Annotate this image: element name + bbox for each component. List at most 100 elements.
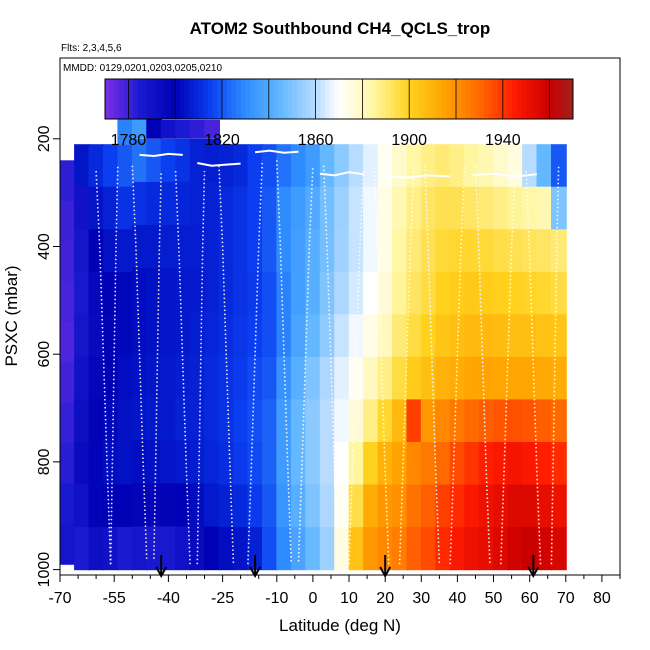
- colorbar-segment: [156, 79, 162, 119]
- heatmap-cell: [464, 314, 481, 358]
- heatmap-cell: [146, 483, 163, 528]
- heatmap-cell: [305, 399, 322, 443]
- heatmap-cell: [493, 144, 509, 188]
- heatmap-cell: [74, 399, 90, 443]
- colorbar-segment: [175, 79, 181, 119]
- heatmap-cell: [233, 314, 249, 358]
- colorbar-segment: [268, 79, 274, 119]
- heatmap-cell: [88, 229, 105, 273]
- heatmap-cell: [189, 224, 206, 269]
- colorbar-segment: [371, 79, 377, 119]
- heatmap-cell: [160, 354, 177, 398]
- heatmap-cell: [103, 144, 119, 188]
- flight-track: [174, 171, 191, 565]
- heatmap-cell: [262, 314, 278, 358]
- heatmap-cell: [493, 442, 509, 486]
- heatmap-cell: [290, 356, 307, 400]
- heatmap-cell: [536, 356, 553, 400]
- heatmap-cell: [146, 224, 163, 269]
- x-axis: -70 -55 -40 -25 -10 0 10 20 30 40 50 60 70 80: [48, 575, 621, 607]
- flight-track: [449, 165, 466, 565]
- heatmap-cell: [74, 527, 90, 571]
- heatmap-cell: [103, 314, 119, 358]
- heatmap-cell: [276, 442, 293, 486]
- heatmap: [59, 117, 567, 571]
- colorbar-segment: [334, 79, 340, 119]
- heatmap-cell: [493, 527, 509, 571]
- heatmap-cell: [305, 186, 322, 230]
- colorbar-segment: [189, 79, 195, 119]
- colorbar-segment: [278, 79, 284, 119]
- heatmap-cell: [507, 186, 524, 230]
- heatmap-cell: [522, 484, 538, 528]
- colorbar-segment: [413, 79, 419, 119]
- heatmap-cell: [247, 399, 264, 443]
- heatmap-cell: [290, 399, 307, 443]
- heatmap-cell: [233, 144, 249, 188]
- heatmap-cell: [449, 399, 466, 443]
- flight-track: [550, 165, 560, 565]
- colorbar-segment: [362, 79, 368, 119]
- heatmap-cell: [117, 442, 134, 486]
- heatmap-cell: [117, 399, 134, 443]
- colorbar-segment: [521, 79, 527, 119]
- heatmap-cell: [377, 399, 394, 443]
- colorbar-segment: [324, 79, 331, 119]
- heatmap-cell: [420, 527, 437, 571]
- heatmap-cell: [478, 527, 495, 571]
- heatmap-cell: [117, 186, 134, 230]
- heatmap-cell: [551, 314, 567, 358]
- heatmap-cell: [392, 527, 408, 571]
- heatmap-cell: [88, 356, 105, 400]
- heatmap-cell: [88, 271, 105, 315]
- flight-track: [153, 171, 162, 559]
- heatmap-cell: [117, 144, 134, 188]
- heatmap-cell: [406, 229, 423, 273]
- heatmap-cell: [522, 314, 538, 358]
- x-tick-label: 10: [340, 590, 358, 607]
- heatmap-cell: [146, 117, 163, 139]
- colorbar-segment: [451, 79, 457, 119]
- heatmap-cell: [406, 314, 423, 358]
- colorbar-segment: [554, 79, 560, 119]
- y-tick-label: 800: [36, 448, 53, 475]
- heatmap-cell: [103, 186, 119, 230]
- colorbar-segment: [488, 79, 494, 119]
- flight-track: [385, 174, 451, 179]
- heatmap-cell: [218, 144, 235, 188]
- heatmap-cell: [290, 144, 307, 188]
- colorbar-segment: [507, 79, 513, 119]
- colorbar-segment: [540, 79, 546, 119]
- heatmap-cell: [59, 483, 76, 525]
- heatmap-cell: [88, 442, 105, 486]
- colorbar-segment: [474, 79, 480, 119]
- colorbar-segment: [245, 79, 251, 119]
- heatmap-cell: [536, 229, 553, 273]
- colorbar-segment: [301, 79, 307, 119]
- heatmap-cell: [218, 484, 235, 528]
- x-tick-label: 60: [521, 590, 539, 607]
- x-axis-label: Latitude (deg N): [279, 616, 401, 635]
- heatmap-cell: [478, 484, 495, 528]
- colorbar-segment: [123, 79, 129, 119]
- y-tick-label: 600: [36, 341, 53, 368]
- heatmap-cell: [160, 224, 177, 269]
- colorbar-segment: [292, 79, 298, 119]
- heatmap-cell: [464, 484, 481, 528]
- heatmap-cell: [131, 268, 148, 312]
- heatmap-cell: [392, 144, 408, 188]
- heatmap-cell: [449, 144, 466, 188]
- heatmap-cell: [276, 399, 293, 443]
- colorbar-segment: [254, 79, 260, 119]
- flight-track: [500, 171, 516, 565]
- colorbar-segment: [184, 79, 190, 119]
- colorbar-segment: [456, 79, 462, 119]
- colorbar-segment: [296, 79, 302, 119]
- heatmap-cell: [507, 144, 524, 188]
- heatmap-cell: [233, 527, 249, 571]
- colorbar-segment: [441, 79, 448, 119]
- heatmap-cell: [522, 186, 538, 230]
- colorbar-segment: [353, 79, 359, 119]
- x-tick-label: 50: [485, 590, 503, 607]
- colorbar-segment: [142, 79, 148, 119]
